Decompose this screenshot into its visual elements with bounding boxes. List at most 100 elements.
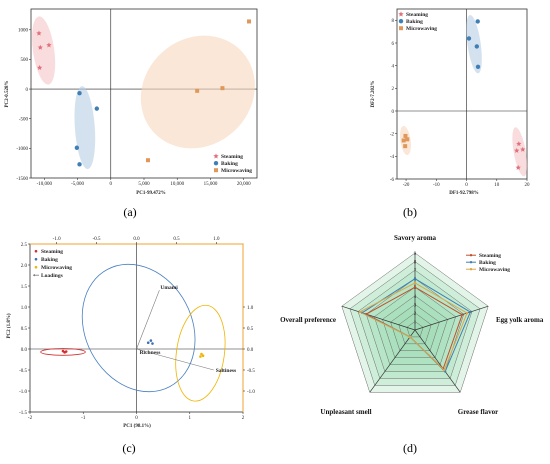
y-tick-label: 0.5: [21, 327, 28, 332]
data-point-microwaving: [403, 144, 408, 149]
x-tick-label: 10,000: [170, 182, 184, 187]
legend-label-steaming: Steaming: [406, 12, 428, 18]
panel-label: (c): [122, 441, 135, 455]
radar-point-microwaving: [442, 368, 446, 372]
legend-marker-microwaving: [399, 26, 403, 31]
data-point-baking: [77, 162, 82, 167]
x-tick-label: 20,000: [237, 182, 251, 187]
data-point-microwaving: [199, 355, 202, 358]
legend-marker-baking: [398, 19, 404, 24]
loading-label-umami: Umami: [160, 285, 178, 291]
y-tick-label: -1.5: [19, 411, 27, 416]
top-tick-label: -1.0: [53, 237, 61, 242]
y-tick-label: -6: [390, 178, 395, 183]
data-point-microwaving: [145, 158, 150, 163]
radar-point-microwaving: [358, 310, 361, 314]
legend-label-baking: Baking: [221, 161, 238, 167]
radar-spoke: [341, 305, 416, 331]
legend-marker-microwaving: [214, 168, 218, 173]
loading-label-richness: Richness: [140, 350, 161, 356]
x-tick-label: 5,000: [138, 182, 150, 187]
top-tick-label: 0.0: [133, 237, 140, 242]
data-point-baking: [151, 342, 154, 345]
loading-vector-umami: [136, 290, 160, 350]
radar-point-baking: [469, 310, 472, 314]
confidence-ellipse-baking: [81, 263, 196, 393]
x-tick-label: -5,000: [71, 182, 84, 187]
radar-tick-label: 1: [414, 320, 417, 325]
top-tick-label: -0.5: [93, 237, 101, 242]
data-point-steaming: [64, 350, 68, 353]
radar-point-steaming: [460, 313, 464, 316]
legend-marker-baking: [34, 257, 38, 261]
legend-arrow-icon: [33, 274, 35, 277]
data-point-microwaving: [220, 86, 225, 91]
y-tick-label: 0.0: [21, 348, 28, 353]
x-tick-label: 20: [525, 183, 531, 188]
radar-tick-label: 5: [414, 286, 417, 291]
panel-label: (a): [123, 205, 136, 219]
confidence-ellipse-baking: [74, 86, 96, 170]
radar-spoke: [369, 329, 416, 393]
data-point-microwaving: [401, 138, 406, 143]
data-point-steaming: [46, 42, 52, 48]
radar-point-steaming: [413, 286, 417, 289]
legend-marker-steaming: [34, 249, 38, 253]
y-tick-label: 1.0: [21, 306, 28, 311]
y-tick-label: -500: [19, 118, 29, 123]
legend-label-steaming: Steaming: [479, 253, 501, 259]
x-tick-label: -10: [433, 183, 440, 188]
data-point-steaming: [516, 141, 522, 147]
y-tick-label: -1.0: [19, 390, 27, 395]
loading-label-saltiness: Saltiness: [216, 368, 236, 374]
x-tick-label: 0: [465, 183, 468, 188]
x-axis-label: DF1-92.798%: [449, 191, 479, 196]
legend-marker-steaming: [469, 254, 473, 257]
right-tick-label: 1.0: [247, 306, 254, 311]
y-tick-label: -4: [390, 155, 395, 160]
legend-label-microwaving: Microwaving: [41, 265, 72, 271]
legend-label-microwaving: Microwaving: [479, 267, 510, 273]
x-tick-label: -2: [28, 416, 33, 421]
right-tick-label: 0.0: [247, 348, 254, 353]
data-point-baking: [77, 91, 82, 96]
radar-grid-ring: [406, 321, 424, 338]
x-tick-label: 1: [189, 416, 192, 421]
radar-tick-label: 2: [414, 312, 417, 317]
radar-category-label: Savory aroma: [394, 234, 437, 242]
legend-marker-steaming: [398, 11, 404, 17]
legend-marker-baking: [213, 161, 219, 166]
radar-category-label: Unpleasant smell: [320, 408, 371, 416]
x-tick-label: -20: [403, 183, 410, 188]
radar-point-microwaving: [413, 281, 417, 285]
x-tick-label: 0: [110, 182, 113, 187]
y-axis-label: DF2-7.202%: [371, 80, 376, 107]
data-point-baking: [475, 19, 480, 24]
radar-tick-label: 3: [414, 303, 417, 308]
radar-tick-label: 7: [414, 269, 417, 274]
legend-marker-microwaving: [469, 268, 473, 271]
y-axis-label: PC2 (1.8%): [7, 313, 12, 338]
data-point-steaming: [37, 44, 43, 50]
loading-vector-saltiness: [136, 348, 214, 371]
legend-marker-baking: [469, 261, 473, 264]
y-tick-label: -1000: [16, 147, 28, 152]
y-tick-label: 6: [392, 42, 395, 47]
radar-category-label: Overall preference: [280, 316, 336, 324]
data-point-steaming: [520, 146, 526, 152]
y-tick-label: 1000: [18, 29, 29, 34]
panel-b-lda-scatter: -20 -10 0 10 20-6-4-202468DF1-92.798%DF2-7.2…: [371, 8, 531, 219]
data-point-microwaving: [405, 137, 410, 142]
panel-a-pca-scatter: -10,000 -5,000 0 5,000 10,000 15,000 20,000 -15…: [5, 8, 258, 219]
radar-spoke: [414, 305, 489, 331]
radar-point-microwaving: [408, 335, 412, 339]
radar-point-microwaving: [465, 311, 469, 315]
data-point-baking: [74, 145, 80, 150]
data-point-microwaving: [195, 88, 200, 93]
data-point-microwaving: [403, 133, 408, 138]
right-tick-label: 0.5: [247, 327, 254, 332]
data-point-microwaving: [201, 354, 205, 358]
y-tick-label: 0: [392, 110, 395, 115]
x-tick-label: 0: [135, 416, 138, 421]
